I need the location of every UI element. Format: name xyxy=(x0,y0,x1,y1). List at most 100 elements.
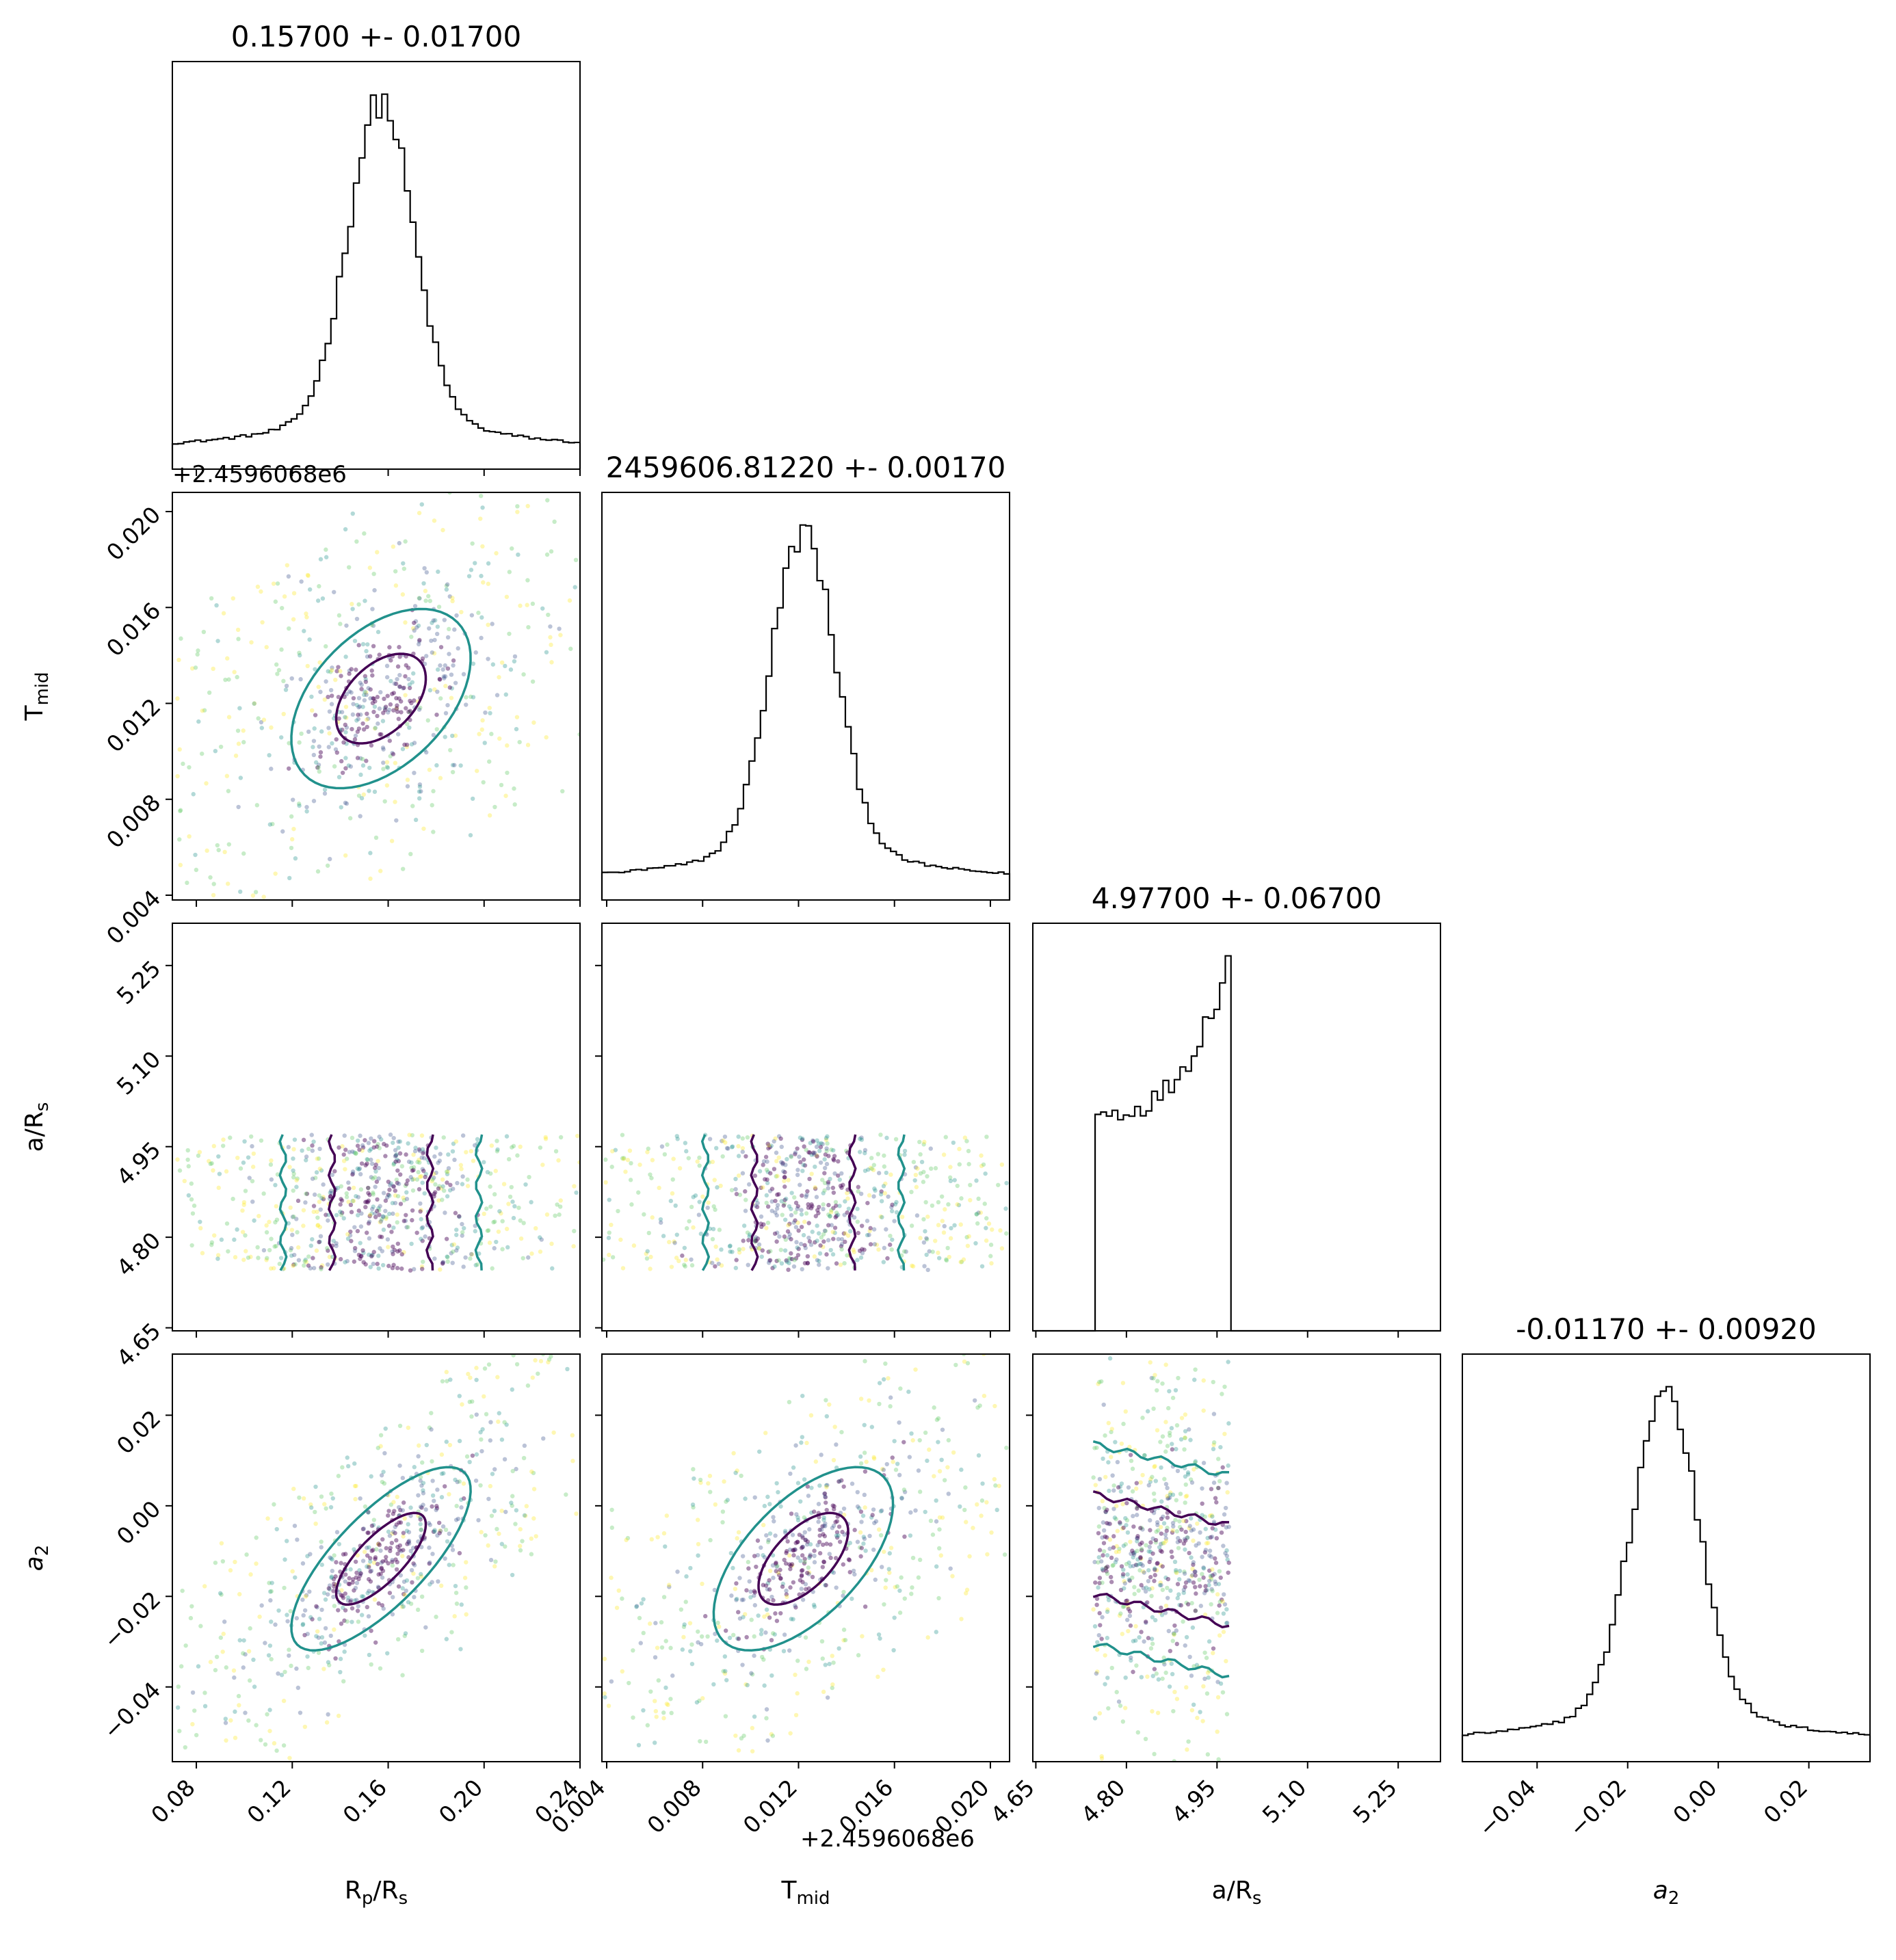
scatter-point xyxy=(419,1155,424,1160)
scatter-point xyxy=(367,1236,372,1241)
scatter-point xyxy=(773,1210,778,1215)
scatter-point xyxy=(726,1146,730,1151)
scatter-point xyxy=(290,1232,295,1237)
scatter-point xyxy=(823,1582,828,1588)
scatter-point xyxy=(394,696,399,701)
scatter-point xyxy=(1184,1685,1189,1690)
scatter-point xyxy=(1119,1481,1124,1486)
scatter-point xyxy=(787,1221,792,1226)
scatter-point xyxy=(889,1208,895,1214)
scatter-point xyxy=(356,643,361,648)
scatter-point xyxy=(393,760,398,765)
scatter-point xyxy=(226,715,232,719)
scatter-point xyxy=(327,1587,332,1592)
scatter-point xyxy=(644,1256,650,1261)
scatter-point xyxy=(880,1466,885,1472)
scatter-point xyxy=(1098,1379,1104,1384)
scatter-point xyxy=(356,704,361,710)
y-tick-label: 0.016 xyxy=(101,597,166,661)
scatter-point xyxy=(417,1157,421,1163)
scatter-point xyxy=(361,727,367,732)
scatter-point xyxy=(817,1262,821,1267)
scatter-point xyxy=(209,596,214,601)
scatter-point xyxy=(319,1545,324,1550)
scatter-point xyxy=(1129,1655,1133,1660)
scatter-point xyxy=(369,1548,374,1553)
scatter-point xyxy=(769,1594,774,1600)
scatter-point xyxy=(310,1148,315,1153)
scatter-point xyxy=(842,1213,847,1217)
scatter-point xyxy=(752,1239,758,1243)
scatter-point xyxy=(1123,1675,1128,1680)
scatter-point xyxy=(370,673,375,678)
scatter-point xyxy=(1200,1501,1204,1506)
scatter-point xyxy=(885,1256,890,1261)
scatter-point xyxy=(1183,1474,1188,1479)
scatter-point xyxy=(427,1522,433,1527)
scatter-point xyxy=(429,1411,434,1416)
scatter-point xyxy=(787,1256,792,1261)
scatter-point xyxy=(358,1241,363,1245)
y-tick-label: 0.020 xyxy=(101,501,166,566)
scatter-point xyxy=(544,1212,550,1217)
scatter-point xyxy=(371,1190,376,1195)
scatter-point xyxy=(343,730,348,734)
scatter-point xyxy=(339,1213,344,1217)
scatter-point xyxy=(356,1576,361,1582)
scatter-point xyxy=(1212,1572,1217,1576)
scatter-point xyxy=(786,1178,791,1182)
scatter-point xyxy=(177,1168,183,1173)
scatter-point xyxy=(478,1430,483,1435)
scatter-point xyxy=(816,1231,821,1236)
scatter-point xyxy=(317,769,321,774)
scatter-point xyxy=(362,1550,367,1554)
scatter-point xyxy=(396,1145,401,1150)
scatter-point xyxy=(358,1133,363,1138)
scatter-point xyxy=(365,1546,369,1550)
scatter-point xyxy=(347,1233,353,1238)
scatter-point xyxy=(350,1135,355,1141)
scatter-point xyxy=(1151,1491,1157,1496)
x-tick-label: 0.08 xyxy=(146,1774,200,1829)
scatter-point xyxy=(754,1238,759,1243)
scatter-point xyxy=(1191,1538,1196,1544)
scatter-point xyxy=(785,1229,791,1234)
scatter-point xyxy=(393,1193,398,1198)
scatter-point xyxy=(231,596,236,601)
scatter-point xyxy=(317,1146,322,1152)
scatter-point xyxy=(698,1641,704,1647)
scatter-point xyxy=(423,1171,428,1176)
scatter-point xyxy=(740,1145,746,1151)
scatter-point xyxy=(1183,1435,1187,1441)
scatter-point xyxy=(278,1517,283,1522)
scatter-point xyxy=(728,1550,734,1556)
scatter-point xyxy=(427,767,432,772)
scatter-point xyxy=(361,1250,366,1256)
scatter-point xyxy=(697,1163,702,1168)
scatter-point xyxy=(690,1502,696,1507)
scatter-point xyxy=(445,1379,449,1383)
scatter-point xyxy=(487,1241,492,1245)
scatter-point xyxy=(800,1567,805,1573)
scatter-point xyxy=(277,1261,282,1267)
scatter-point xyxy=(405,721,410,726)
scatter-point xyxy=(1100,1615,1105,1619)
scatter-point xyxy=(190,1690,196,1695)
y-tick-label: 0.00 xyxy=(111,1496,166,1550)
scatter-point xyxy=(264,1230,269,1235)
scatter-point xyxy=(377,1135,382,1139)
scatter-point xyxy=(403,1183,408,1189)
scatter-point xyxy=(341,1679,346,1684)
scatter-point xyxy=(194,867,199,873)
scatter-point xyxy=(527,1174,531,1180)
scatter-point xyxy=(363,1504,368,1509)
scatter-point xyxy=(371,571,376,577)
scatter-point xyxy=(897,1472,902,1478)
scatter-point xyxy=(834,1530,840,1535)
scatter-point xyxy=(770,1631,776,1636)
scatter-point xyxy=(299,731,304,737)
scatter-point xyxy=(311,1204,317,1208)
scatter-point xyxy=(379,1137,384,1142)
scatter-point xyxy=(837,1479,841,1484)
scatter-point xyxy=(394,818,399,823)
